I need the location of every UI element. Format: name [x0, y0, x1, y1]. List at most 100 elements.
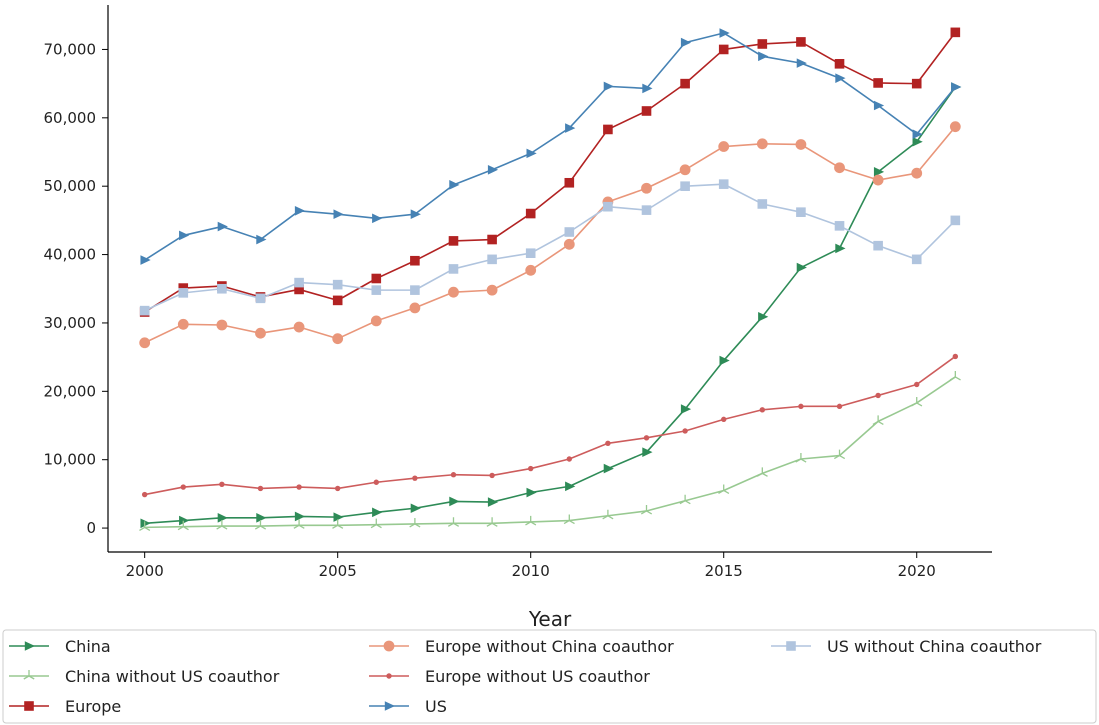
data-point	[487, 255, 497, 265]
data-point	[142, 492, 147, 497]
data-point	[911, 168, 922, 179]
data-point	[295, 512, 305, 522]
data-point	[873, 78, 883, 88]
data-point	[216, 320, 227, 331]
data-point	[912, 79, 922, 89]
data-point	[603, 202, 613, 212]
data-point	[372, 214, 382, 224]
data-point	[873, 241, 883, 251]
data-point	[487, 285, 498, 296]
data-point	[178, 288, 188, 298]
x-tick-label: 2010	[512, 562, 550, 580]
data-point	[489, 473, 494, 478]
data-point	[912, 255, 922, 265]
data-point	[834, 450, 844, 459]
data-point	[178, 319, 189, 330]
data-point	[256, 513, 266, 523]
data-point	[603, 125, 613, 135]
legend-label: US without China coauthor	[827, 637, 1042, 656]
data-point	[758, 199, 768, 209]
data-point	[605, 441, 610, 446]
series-line-china-without-us-coauthor	[145, 377, 956, 527]
data-point	[914, 382, 919, 387]
legend-marker	[386, 673, 391, 678]
data-point	[719, 45, 729, 55]
data-point	[951, 216, 961, 226]
data-point	[565, 482, 575, 492]
data-point	[835, 221, 845, 231]
data-point	[565, 123, 575, 133]
series-china-without-us-coauthor	[139, 371, 960, 530]
data-point	[488, 497, 498, 507]
legend-label: US	[425, 697, 447, 716]
data-point	[449, 264, 459, 274]
series-europe-without-us-coauthor	[142, 354, 958, 498]
data-point	[913, 129, 923, 139]
data-point	[295, 206, 305, 216]
data-point	[371, 315, 382, 326]
x-tick-label: 2020	[898, 562, 936, 580]
x-axis-title: Year	[528, 607, 572, 631]
data-point	[680, 164, 691, 175]
data-point	[217, 284, 227, 294]
data-point	[641, 183, 652, 194]
data-point	[681, 404, 691, 414]
series-china	[140, 82, 961, 528]
data-point	[449, 180, 459, 190]
data-point	[644, 435, 649, 440]
y-tick-label: 30,000	[44, 314, 97, 332]
data-point	[680, 181, 690, 191]
data-point	[758, 39, 768, 49]
x-tick-label: 2000	[126, 562, 164, 580]
series-layer	[139, 28, 961, 531]
data-point	[796, 37, 806, 47]
data-point	[525, 516, 535, 525]
data-point	[218, 513, 228, 523]
y-tick-label: 10,000	[44, 451, 97, 469]
data-point	[526, 209, 536, 219]
data-point	[680, 79, 690, 89]
data-point	[951, 82, 961, 92]
legend-label: Europe without China coauthor	[425, 637, 674, 656]
data-point	[294, 322, 305, 333]
data-point	[642, 205, 652, 215]
legend-marker	[384, 641, 395, 652]
legend-marker	[24, 701, 34, 711]
data-point	[410, 256, 420, 266]
data-point	[835, 59, 845, 69]
data-point	[333, 280, 343, 290]
data-point	[179, 516, 189, 526]
data-point	[757, 138, 768, 149]
data-point	[603, 510, 613, 519]
series-line-europe-without-us-coauthor	[145, 356, 956, 494]
data-point	[179, 231, 189, 241]
data-point	[412, 475, 417, 480]
y-tick-label: 0	[86, 519, 96, 537]
data-point	[139, 337, 150, 348]
y-tick-label: 20,000	[44, 382, 97, 400]
data-point	[528, 466, 533, 471]
data-point	[451, 472, 456, 477]
data-point	[526, 488, 536, 498]
data-point	[796, 207, 806, 217]
data-point	[372, 508, 382, 518]
y-axis-ticks: 0 10,000 20,000 30,000 40,000 50,000 60,000 70,…	[44, 40, 109, 537]
data-point	[721, 417, 726, 422]
data-point	[411, 503, 421, 513]
data-point	[294, 278, 304, 288]
data-point	[875, 393, 880, 398]
data-point	[565, 227, 575, 237]
y-tick-label: 70,000	[44, 40, 97, 58]
data-point	[758, 51, 768, 61]
data-point	[410, 518, 420, 527]
data-point	[488, 165, 498, 175]
data-point	[255, 328, 266, 339]
data-point	[567, 456, 572, 461]
x-tick-label: 2005	[319, 562, 357, 580]
legend-marker	[786, 641, 796, 651]
data-point	[796, 453, 806, 462]
data-point	[950, 371, 960, 380]
data-point	[797, 58, 807, 68]
data-point	[565, 178, 575, 188]
